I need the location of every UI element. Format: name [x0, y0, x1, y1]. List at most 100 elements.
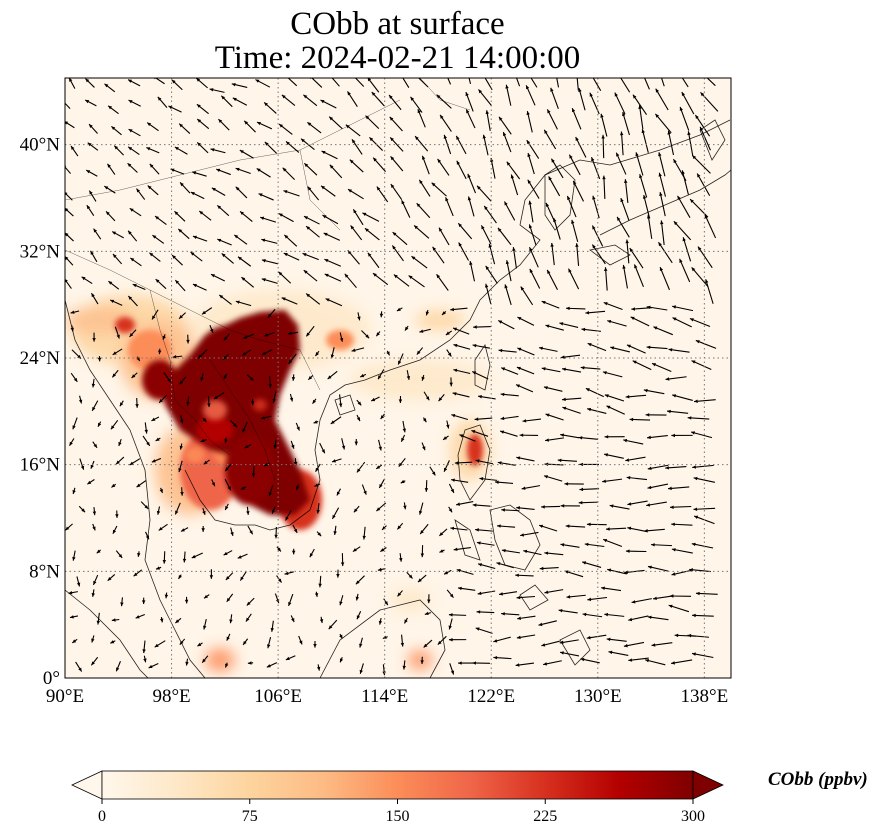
- wind-arrowhead: [159, 489, 163, 493]
- wind-arrowhead: [164, 594, 169, 599]
- wind-arrowhead: [573, 180, 577, 185]
- wind-arrowhead: [341, 445, 346, 450]
- wind-arrowhead: [339, 601, 343, 606]
- wind-arrowhead: [606, 637, 611, 642]
- wind-arrowhead: [646, 305, 651, 310]
- wind-arrowhead: [363, 490, 367, 495]
- wind-arrowhead: [689, 318, 694, 322]
- wind-arrowhead: [699, 126, 704, 131]
- wind-arrow: [693, 507, 716, 510]
- wind-arrowhead: [582, 612, 587, 617]
- wind-arrowhead: [235, 186, 240, 191]
- wind-arrow: [354, 78, 365, 87]
- wind-arrowhead: [501, 548, 506, 553]
- wind-arrow: [614, 92, 626, 115]
- wind-arrowhead: [607, 319, 612, 324]
- wind-arrowhead: [504, 201, 508, 206]
- wind-arrowhead: [376, 332, 380, 337]
- wind-arrowhead: [129, 461, 134, 465]
- wind-arrowhead: [179, 640, 184, 645]
- wind-arrowhead: [501, 612, 505, 616]
- wind-arrowhead: [307, 122, 312, 126]
- wind-arrowhead: [400, 479, 405, 484]
- wind-arrowhead: [472, 503, 477, 507]
- wind-arrowhead: [443, 436, 448, 440]
- wind-arrow: [641, 129, 649, 153]
- wind-arrowhead: [673, 159, 677, 164]
- wind-arrowhead: [85, 78, 90, 83]
- wind-arrow: [571, 107, 582, 130]
- wind-arrowhead: [115, 514, 119, 518]
- wind-arrowhead: [421, 376, 425, 381]
- wind-arrowhead: [225, 576, 230, 580]
- wind-arrowhead: [112, 373, 116, 378]
- wind-arrowhead: [351, 139, 356, 144]
- wind-arrowhead: [623, 643, 628, 648]
- wind-arrowhead: [130, 257, 135, 262]
- wind-arrowhead: [244, 444, 249, 449]
- wind-arrowhead: [288, 359, 293, 364]
- wind-arrowhead: [286, 141, 290, 146]
- wind-arrowhead: [526, 140, 531, 145]
- wind-arrowhead: [622, 112, 626, 117]
- wind-arrowhead: [448, 508, 453, 513]
- wind-arrowhead: [448, 625, 452, 630]
- wind-arrowhead: [458, 223, 462, 228]
- wind-arrowhead: [327, 375, 332, 380]
- wind-arrow: [566, 195, 577, 218]
- wind-arrowhead: [630, 316, 635, 321]
- wind-arrow: [682, 237, 692, 262]
- wind-arrowhead: [202, 510, 206, 515]
- wind-arrowhead: [70, 145, 75, 150]
- wind-arrowhead: [500, 416, 505, 421]
- wind-arrowhead: [517, 317, 522, 321]
- wind-arrow: [468, 78, 472, 85]
- wind-arrow: [447, 78, 452, 85]
- wind-arrowhead: [609, 504, 614, 508]
- wind-arrow: [690, 431, 713, 439]
- wind-arrowhead: [108, 281, 113, 285]
- wind-arrowhead: [566, 306, 570, 311]
- wind-arrow: [622, 264, 628, 289]
- wind-arrowhead: [416, 203, 421, 208]
- wind-arrow: [527, 179, 540, 199]
- wind-arrowhead: [622, 264, 626, 269]
- wind-arrowhead: [427, 599, 431, 604]
- wind-arrowhead: [85, 100, 90, 104]
- wind-arrowhead: [586, 635, 591, 640]
- wind-arrowhead: [641, 129, 645, 134]
- wind-arrowhead: [128, 146, 133, 151]
- wind-arrowhead: [278, 213, 283, 217]
- wind-arrowhead: [425, 396, 430, 401]
- wind-arrowhead: [634, 264, 638, 269]
- wind-vectors: [65, 63, 719, 676]
- wind-arrowhead: [90, 464, 94, 469]
- wind-arrowhead: [380, 415, 385, 420]
- wind-arrowhead: [398, 360, 402, 365]
- wind-arrowhead: [354, 441, 359, 446]
- wind-arrowhead: [672, 317, 677, 321]
- wind-arrowhead: [330, 354, 335, 359]
- wind-arrowhead: [692, 465, 696, 469]
- wind-arrowhead: [659, 267, 664, 272]
- colorbar-tick-label: 0: [98, 808, 106, 825]
- wind-arrowhead: [261, 278, 266, 282]
- wind-arrowhead: [627, 526, 632, 531]
- wind-arrowhead: [93, 580, 97, 585]
- wind-arrowhead: [693, 476, 698, 481]
- wind-arrowhead: [456, 568, 461, 573]
- wind-arrowhead: [439, 532, 444, 536]
- wind-arrowhead: [201, 528, 205, 532]
- wind-arrowhead: [78, 399, 83, 404]
- wind-arrow: [667, 130, 675, 156]
- colorbar-tick-label: 300: [681, 808, 705, 825]
- wind-arrow: [622, 111, 630, 136]
- wind-arrowhead: [404, 619, 408, 624]
- wind-arrowhead: [656, 63, 659, 67]
- wind-arrowhead: [675, 66, 678, 70]
- wind-arrowhead: [592, 195, 596, 200]
- wind-arrowhead: [390, 156, 395, 161]
- wind-arrow: [691, 155, 711, 174]
- wind-arrowhead: [526, 85, 530, 90]
- wind-arrowhead: [560, 433, 565, 437]
